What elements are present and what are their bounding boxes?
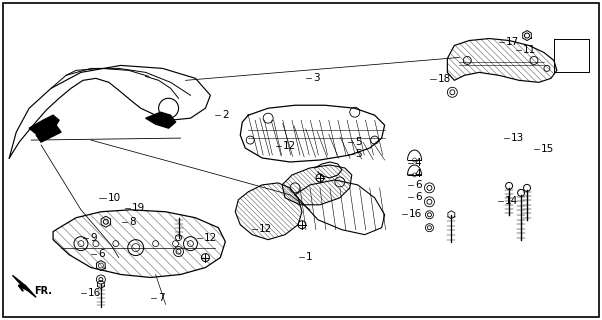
Text: 6: 6 — [415, 192, 421, 202]
Text: 1: 1 — [306, 252, 312, 262]
Text: 2: 2 — [222, 110, 229, 120]
Text: 14: 14 — [505, 196, 518, 206]
Text: FR.: FR. — [34, 286, 52, 296]
Polygon shape — [36, 125, 61, 142]
Polygon shape — [29, 115, 59, 138]
Text: 13: 13 — [510, 133, 524, 143]
Text: 6: 6 — [98, 249, 105, 259]
Text: 10: 10 — [108, 193, 121, 203]
Text: 6: 6 — [415, 180, 421, 190]
Text: 7: 7 — [158, 293, 165, 303]
Text: 12: 12 — [204, 233, 217, 243]
Text: 4: 4 — [415, 169, 421, 179]
Text: 5: 5 — [355, 138, 362, 148]
Text: 5: 5 — [355, 148, 362, 159]
Polygon shape — [146, 112, 176, 128]
Text: 3: 3 — [313, 73, 320, 83]
Text: 18: 18 — [438, 74, 451, 84]
Polygon shape — [13, 275, 36, 297]
Text: 12: 12 — [283, 141, 296, 151]
Text: 12: 12 — [259, 223, 272, 234]
Text: 9: 9 — [90, 233, 97, 243]
Text: 19: 19 — [132, 204, 145, 213]
Text: 8: 8 — [129, 217, 135, 227]
Text: 16: 16 — [409, 209, 422, 219]
Text: 4: 4 — [415, 158, 421, 168]
Text: 15: 15 — [541, 144, 554, 154]
Text: 17: 17 — [506, 37, 520, 47]
Text: 11: 11 — [523, 45, 536, 55]
Text: 16: 16 — [88, 288, 102, 298]
